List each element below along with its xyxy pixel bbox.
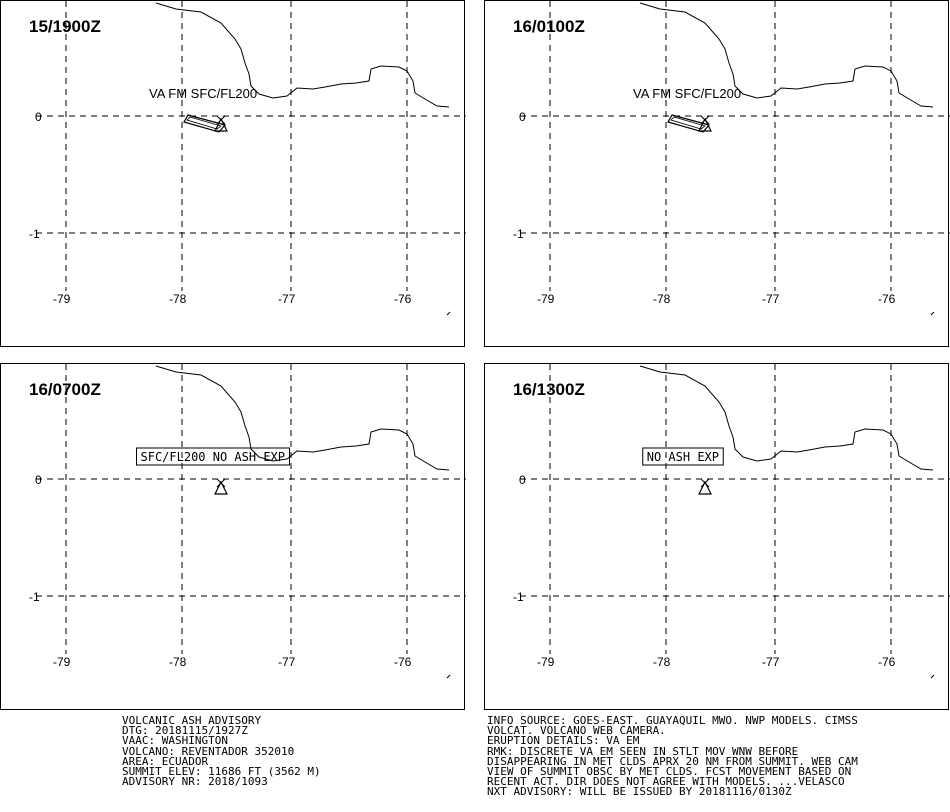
no-ash-label-box [136,447,290,466]
border-line [155,365,450,471]
ash-plume-area [183,114,227,133]
ash-plume-area [670,116,706,130]
volcano-icon [698,480,712,495]
border-line [155,2,450,108]
valid-time-label: 16/0700Z [29,380,101,399]
corner-mark [930,311,935,316]
longitude-tick-label: -79 [53,655,71,669]
border-line [639,2,934,108]
volcano-icon [214,480,228,495]
corner-mark [930,674,935,679]
no-ash-label: SFC/FL200 NO ASH EXP [141,450,286,464]
map-canvas: -79 -78 -77 -76 0 -1 NO ASH EXP [513,364,950,679]
longitude-tick-label: -79 [537,292,555,306]
advisory-line: RECENT ACT. DIR DOES NOT AGREE WITH MODE… [487,775,845,789]
longitude-tick-label: -78 [169,292,187,306]
longitude-tick-label: -76 [394,292,412,306]
advisory-line: VOLCANIC ASH ADVISORY [122,714,262,727]
valid-time-label: 15/1900Z [29,17,101,36]
advisory-line: ERUPTION DETAILS: VA EM [487,734,640,748]
map-canvas: -79 -78 -77 -76 0 -1 VA FM SFC/FL200 [513,1,950,316]
longitude-tick-label: -76 [878,292,896,306]
longitude-tick-label: -77 [278,292,296,306]
advisory-line: DTG: 20181115/1927Z [122,724,248,738]
longitude-tick-label: -76 [878,655,896,669]
latitude-tick-label: 0 [35,473,42,487]
longitude-tick-label: -77 [762,292,780,306]
map-panel-3: 16/0700Z -79 -78 -77 -76 0 -1 SFC/FL200 NO ASH… [0,363,466,710]
advisory-line: SUMMIT ELEV: 11686 FT (3562 M) [122,764,321,778]
ash-layer-label: VA FM SFC/FL200 [633,86,741,101]
ash-layer-label: VA FM SFC/FL200 [149,86,257,101]
longitude-tick-label: -77 [762,655,780,669]
longitude-tick-label: -79 [537,655,555,669]
latitude-tick-label: -1 [29,227,40,241]
volcano-icon [700,478,710,488]
border-line [639,365,934,471]
ash-plume-area [186,116,222,130]
map-canvas: -79 -78 -77 -76 0 -1 SFC/FL200 NO ASH EXP [29,364,466,679]
longitude-tick-label: -79 [53,292,71,306]
longitude-tick-label: -78 [653,655,671,669]
latitude-tick-label: -1 [513,227,524,241]
advisory-line: VOLCANO: REVENTADOR 352010 [122,744,295,758]
advisory-line: RMK: DISCRETE VA EM SEEN IN STLT MOV WNW… [487,744,799,758]
advisory-line: INFO SOURCE: GOES-EAST. GUAYAQUIL MWO. N… [487,714,858,727]
longitude-tick-label: -78 [169,655,187,669]
map-panel-1: 15/1900Z -79 -78 -77 -76 0 -1 VA FM SFC/FL200 [0,0,466,347]
advisory-line: AREA: ECUADOR [122,754,209,768]
advisory-line: VOLCAT. VOLCANO WEB CAMERA. [487,724,666,738]
advisory-line: VIEW OF SUMMIT OBSC BY MET CLDS. FCST MO… [487,764,852,778]
latitude-tick-label: 0 [35,110,42,124]
corner-mark [446,311,451,316]
volcano-icon [216,478,226,488]
advisory-line: ADVISORY NR: 2018/1093 [122,775,268,789]
corner-mark [446,674,451,679]
map-canvas: -79 -78 -77 -76 0 -1 VA FM SFC/FL200 [29,1,466,316]
latitude-tick-label: -1 [29,590,40,604]
advisory-line: NXT ADVISORY: WILL BE ISSUED BY 20181116… [487,785,792,799]
valid-time-label: 16/1300Z [513,380,585,399]
map-panel-2: 16/0100Z -79 -78 -77 -76 0 -1 VA FM SFC/FL200 [484,0,950,347]
advisory-line: VAAC: WASHINGTON [122,734,228,748]
latitude-tick-label: 0 [519,473,526,487]
advisory-remarks-text: INFO SOURCE: GOES-EAST. GUAYAQUIL MWO. N… [487,714,858,799]
advisory-header-text: VOLCANIC ASH ADVISORY DTG: 20181115/1927Z… [122,714,321,789]
longitude-tick-label: -77 [278,655,296,669]
map-panel-4: 16/1300Z -79 -78 -77 -76 0 -1 NO ASH EXP [484,363,950,710]
longitude-tick-label: -76 [394,655,412,669]
advisory-line: DISAPPEARING IN MET CLDS APRX 20 NM FROM… [487,754,858,768]
ash-plume-area [667,114,711,133]
latitude-tick-label: -1 [513,590,524,604]
no-ash-label-box [642,447,724,466]
latitude-tick-label: 0 [519,110,526,124]
longitude-tick-label: -78 [653,292,671,306]
valid-time-label: 16/0100Z [513,17,585,36]
no-ash-label: NO ASH EXP [647,450,719,464]
